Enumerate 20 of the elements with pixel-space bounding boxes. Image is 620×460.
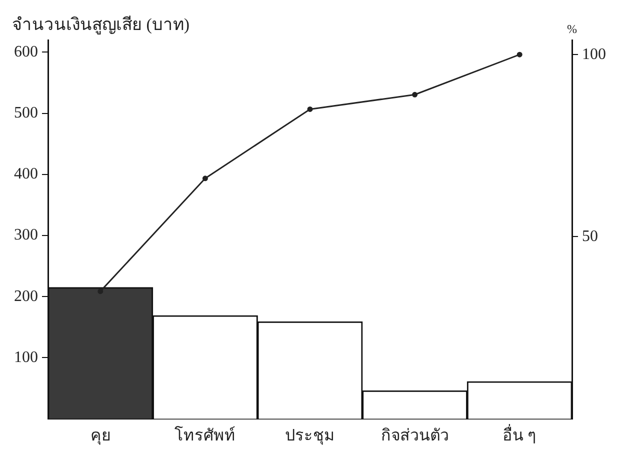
point: [307, 106, 313, 112]
y2-tick-label: 100: [582, 46, 606, 63]
point: [98, 288, 104, 294]
y-tick-label: 300: [14, 226, 38, 244]
y-tick-label: 500: [14, 104, 38, 122]
x-tick-label: คุย: [90, 428, 110, 446]
point: [202, 176, 208, 182]
point: [412, 92, 418, 98]
y-tick-label: 100: [14, 348, 38, 366]
point: [516, 52, 522, 58]
y2-axis-title: %: [567, 22, 577, 36]
y-tick-label: 200: [14, 288, 38, 305]
y-axis-title: จำนวนเงินสูญเสีย (บาท): [12, 14, 190, 35]
x-tick-label: โทรศัพท์: [174, 426, 236, 445]
y2-tick-label: 50: [582, 228, 598, 245]
y-tick-label: 400: [14, 166, 38, 183]
y-tick-label: 600: [14, 43, 38, 60]
x-tick-label: กิจส่วนตัว: [380, 428, 449, 445]
x-tick-label: อื่น ๆ: [502, 424, 537, 445]
x-tick-label: ประชุม: [285, 428, 335, 446]
